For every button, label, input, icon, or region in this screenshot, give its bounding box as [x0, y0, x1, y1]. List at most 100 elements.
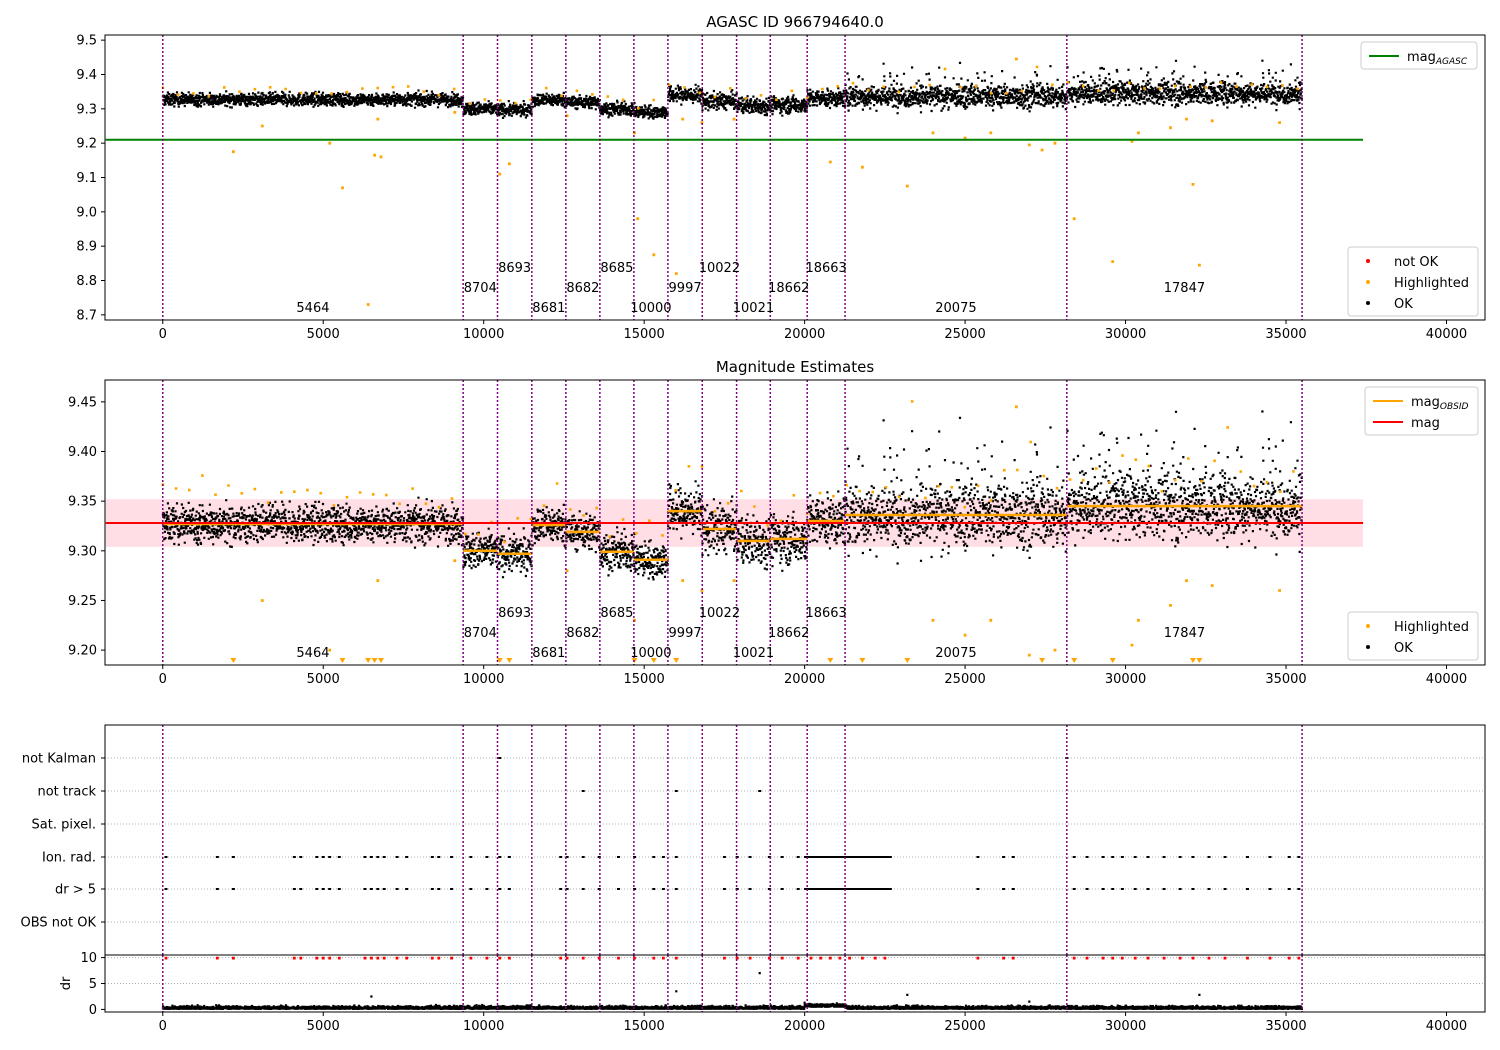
- flag-point: [315, 888, 319, 890]
- dr-xtick-label: 20000: [784, 1019, 825, 1034]
- flag-point: [328, 856, 332, 858]
- offscale-marker: [1109, 658, 1116, 663]
- flag-point: [559, 888, 563, 890]
- magnitude-xtick-label: 30000: [1105, 672, 1146, 687]
- legend-label: Highlighted: [1394, 620, 1469, 635]
- flag-point: [215, 888, 219, 890]
- flag-point: [1268, 856, 1272, 858]
- obsid-label: 9997: [669, 281, 702, 296]
- flag-point: [363, 888, 367, 890]
- legend-label: mag: [1411, 416, 1440, 431]
- flag-label: Ion. rad.: [42, 851, 96, 866]
- flag-point: [581, 790, 585, 792]
- legend-box: [1347, 246, 1479, 317]
- flag-point: [1191, 888, 1195, 890]
- flag-point: [1178, 856, 1182, 858]
- flag-label: not track: [37, 785, 96, 800]
- flag-point: [498, 757, 502, 759]
- flag-point: [674, 790, 678, 792]
- agasc-xtick-label: 30000: [1105, 327, 1146, 342]
- magnitude-xtick-label: 5000: [307, 672, 340, 687]
- flag-label: not Kalman: [22, 752, 96, 767]
- obsid-label: 8685: [600, 606, 633, 621]
- flag-point: [616, 888, 620, 890]
- magnitude-ytick-label: 9.45: [68, 395, 97, 410]
- legend-label: not OK: [1394, 255, 1439, 270]
- offscale-marker: [1196, 658, 1203, 663]
- offscale-marker: [1071, 658, 1078, 663]
- flag-point: [231, 888, 235, 890]
- agasc-ytick-label: 9.2: [76, 137, 97, 152]
- flag-point: [450, 856, 454, 858]
- flag-point: [877, 888, 892, 890]
- legend-label: OK: [1394, 641, 1413, 656]
- flag-point: [832, 888, 847, 890]
- flag-point: [823, 888, 838, 890]
- flag-point: [1287, 856, 1291, 858]
- obsid-label: 18663: [805, 261, 846, 276]
- obsid-label: 17847: [1164, 281, 1205, 296]
- flag-point: [1133, 888, 1137, 890]
- plot-background: [105, 35, 1485, 320]
- obsid-label: 8704: [464, 626, 497, 641]
- dr-xtick-label: 40000: [1426, 1019, 1467, 1034]
- flag-point: [1002, 856, 1006, 858]
- flag-point: [376, 856, 380, 858]
- flag-point: [767, 888, 771, 890]
- flag-point: [842, 888, 857, 890]
- chart-title: AGASC ID 966794640.0: [706, 13, 884, 31]
- flag-point: [405, 856, 409, 858]
- flag-point: [661, 888, 665, 890]
- flag-point: [1120, 888, 1124, 890]
- flag-point: [292, 856, 296, 858]
- flag-point: [565, 888, 569, 890]
- agasc-xtick-label: 25000: [944, 327, 985, 342]
- flag-point: [437, 888, 441, 890]
- flag-point: [804, 888, 819, 890]
- flag-point: [1268, 888, 1272, 890]
- flag-point: [767, 856, 771, 858]
- legend-box: [1360, 41, 1478, 70]
- agasc-ytick-label: 9.5: [76, 34, 97, 49]
- flag-point: [796, 856, 800, 858]
- magnitude-xtick-label: 25000: [944, 672, 985, 687]
- dr-ytick-label: 10: [80, 951, 97, 966]
- obsid-label: 10022: [699, 606, 740, 621]
- flag-point: [1072, 856, 1076, 858]
- obsid-label: 18662: [768, 626, 809, 641]
- flag-point: [437, 856, 441, 858]
- flag-point: [581, 888, 585, 890]
- flag-point: [369, 856, 373, 858]
- agasc-xtick-label: 35000: [1265, 327, 1306, 342]
- magnitude-xtick-label: 35000: [1265, 672, 1306, 687]
- flag-point: [1191, 856, 1195, 858]
- flag-point: [395, 888, 399, 890]
- legend-swatch: [1366, 259, 1370, 263]
- flag-point: [376, 888, 380, 890]
- offscale-marker: [365, 658, 372, 663]
- flag-point: [337, 888, 341, 890]
- agasc-ytick-label: 8.9: [76, 240, 97, 255]
- flag-point: [722, 856, 726, 858]
- offscale-marker: [378, 658, 384, 663]
- flag-point: [498, 856, 502, 858]
- flag-point: [976, 888, 980, 890]
- obsid-label: 10022: [699, 261, 740, 276]
- obsid-label: 5464: [296, 646, 329, 661]
- dr-xtick-label: 15000: [623, 1019, 664, 1034]
- flag-point: [1002, 888, 1006, 890]
- obsid-label: 8681: [532, 301, 565, 316]
- magnitude-ytick-label: 9.30: [68, 544, 97, 559]
- flag-point: [337, 856, 341, 858]
- agasc-ytick-label: 8.8: [76, 274, 97, 289]
- magnitude-ytick-label: 9.20: [68, 644, 97, 659]
- flag-point: [369, 888, 373, 890]
- flag-point: [855, 888, 870, 890]
- flag-point: [485, 888, 489, 890]
- ok-points: [161, 410, 1303, 581]
- flag-point: [321, 888, 325, 890]
- flag-label: OBS not OK: [21, 916, 97, 931]
